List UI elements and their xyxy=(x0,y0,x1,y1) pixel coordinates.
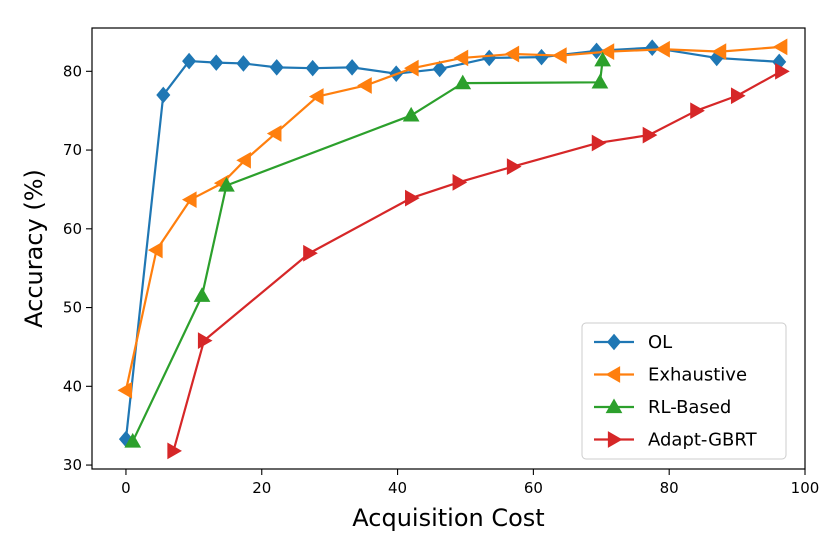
series-adapt-gbrt xyxy=(167,62,790,460)
legend: OL Exhaustive RL-Based Adapt-GBRT xyxy=(581,322,787,460)
exhaustive-point xyxy=(504,45,520,63)
ol-point xyxy=(182,52,197,70)
adapt-gbrt-point xyxy=(303,244,318,262)
rl-based-point xyxy=(594,51,612,67)
exhaustive-point xyxy=(181,191,197,209)
exhaustive-point xyxy=(308,88,324,105)
ol-point xyxy=(156,86,171,104)
legend-item-exhaustive: Exhaustive xyxy=(594,365,747,386)
rl-based-point xyxy=(218,176,235,192)
ol-point xyxy=(236,55,251,72)
series-exhaustive xyxy=(117,38,788,399)
exhaustive-point xyxy=(266,125,282,142)
rl-based-point xyxy=(193,287,211,302)
series-line-rl-based xyxy=(131,60,604,442)
x-axis-ticks: 0 20 40 60 80 100 xyxy=(121,469,819,497)
y-tick-label: 50 xyxy=(63,299,82,317)
ol-point xyxy=(482,49,497,67)
adapt-gbrt-point xyxy=(405,189,420,207)
exhaustive-point xyxy=(599,43,615,60)
adapt-gbrt-point xyxy=(452,173,468,191)
plot-frame xyxy=(91,27,806,470)
exhaustive-point xyxy=(655,40,670,58)
exhaustive-point xyxy=(772,38,788,56)
x-tick-label: 20 xyxy=(252,479,271,497)
exhaustive-point xyxy=(404,59,419,77)
y-tick-label: 30 xyxy=(63,456,82,474)
legend-exhaustive-point xyxy=(605,366,621,383)
series-ol xyxy=(118,39,787,448)
ol-point xyxy=(432,60,447,78)
exhaustive-point xyxy=(453,49,469,67)
x-tick-label: 40 xyxy=(388,479,407,497)
legend-rl-based-point xyxy=(605,398,623,414)
legend-item-rl-based: RL-Based xyxy=(594,397,731,418)
x-tick-label: 0 xyxy=(121,479,131,497)
legend-label: Adapt-GBRT xyxy=(648,430,758,451)
rl-based-point xyxy=(402,106,420,122)
ol-point xyxy=(589,42,604,60)
exhaustive-point xyxy=(357,77,372,94)
series-line-ol xyxy=(124,46,780,440)
adapt-gbrt-point xyxy=(591,134,607,152)
series-rl-based xyxy=(124,51,612,448)
adapt-gbrt-point xyxy=(690,102,705,120)
rl-based-point xyxy=(124,432,142,448)
x-tick-label: 60 xyxy=(524,479,543,497)
legend-item-adapt-gbrt: Adapt-GBRT xyxy=(594,430,758,451)
adapt-gbrt-point xyxy=(775,62,790,80)
series-line-exhaustive xyxy=(124,45,782,391)
legend-item-ol: OL xyxy=(594,332,672,353)
ol-point xyxy=(269,59,284,76)
legend-box xyxy=(581,322,787,460)
y-axis-label: Accuracy (%) xyxy=(20,169,48,328)
ol-point xyxy=(345,59,360,76)
legend-label: Exhaustive xyxy=(648,365,747,386)
x-axis-label: Acquisition Cost xyxy=(352,504,544,532)
y-tick-label: 40 xyxy=(63,377,82,395)
exhaustive-point xyxy=(552,47,567,64)
exhaustive-point xyxy=(117,381,133,399)
adapt-gbrt-point xyxy=(642,126,658,144)
y-axis-ticks: 30 40 50 60 70 80 xyxy=(63,62,92,474)
y-tick-label: 80 xyxy=(63,62,82,80)
legend-adapt-gbrt-point xyxy=(607,431,623,448)
adapt-gbrt-point xyxy=(730,87,746,105)
legend-ol-point xyxy=(606,333,622,351)
plot-series xyxy=(117,38,790,460)
exhaustive-point xyxy=(711,43,727,60)
adapt-gbrt-point xyxy=(506,158,522,175)
ol-point xyxy=(209,54,224,71)
ol-point xyxy=(534,48,549,66)
x-tick-label: 100 xyxy=(791,479,820,497)
ol-point xyxy=(305,59,320,77)
rl-based-point xyxy=(454,74,472,90)
legend-label: OL xyxy=(648,332,672,353)
adapt-gbrt-point xyxy=(197,332,213,349)
legend-label: RL-Based xyxy=(648,397,731,418)
ol-point xyxy=(645,39,660,56)
y-tick-label: 60 xyxy=(63,220,82,238)
exhaustive-point xyxy=(148,241,163,259)
x-tick-label: 80 xyxy=(660,479,679,497)
y-tick-label: 70 xyxy=(63,141,82,159)
rl-based-point xyxy=(591,73,609,89)
exhaustive-point xyxy=(236,151,251,169)
adapt-gbrt-point xyxy=(167,442,182,460)
